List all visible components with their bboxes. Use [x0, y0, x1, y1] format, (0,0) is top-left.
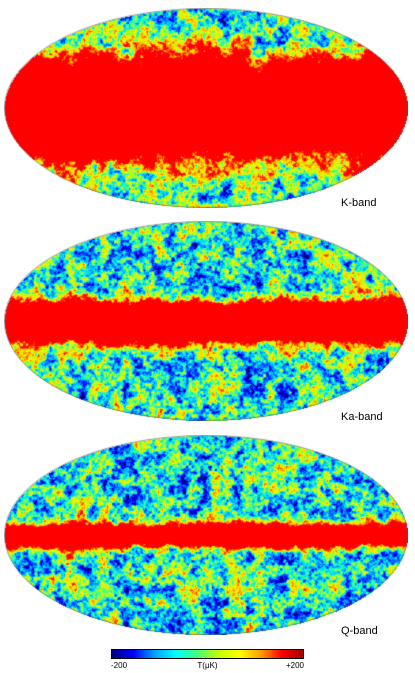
- colorbar-gradient: [111, 649, 304, 659]
- band-label-q: Q-band: [341, 625, 378, 637]
- band-label-k: K-band: [341, 197, 377, 209]
- sky-map-q-band: [4, 435, 408, 635]
- sky-map-k-band: [4, 8, 408, 208]
- sky-map-ka-band: [4, 221, 408, 421]
- colorbar-unit-label: T(μK): [197, 661, 218, 670]
- band-label-ka: Ka-band: [341, 411, 383, 423]
- colorbar-max-label: +200: [285, 661, 304, 670]
- temperature-colorbar: -200 T(μK) +200: [111, 649, 304, 671]
- colorbar-min-label: -200: [111, 661, 128, 670]
